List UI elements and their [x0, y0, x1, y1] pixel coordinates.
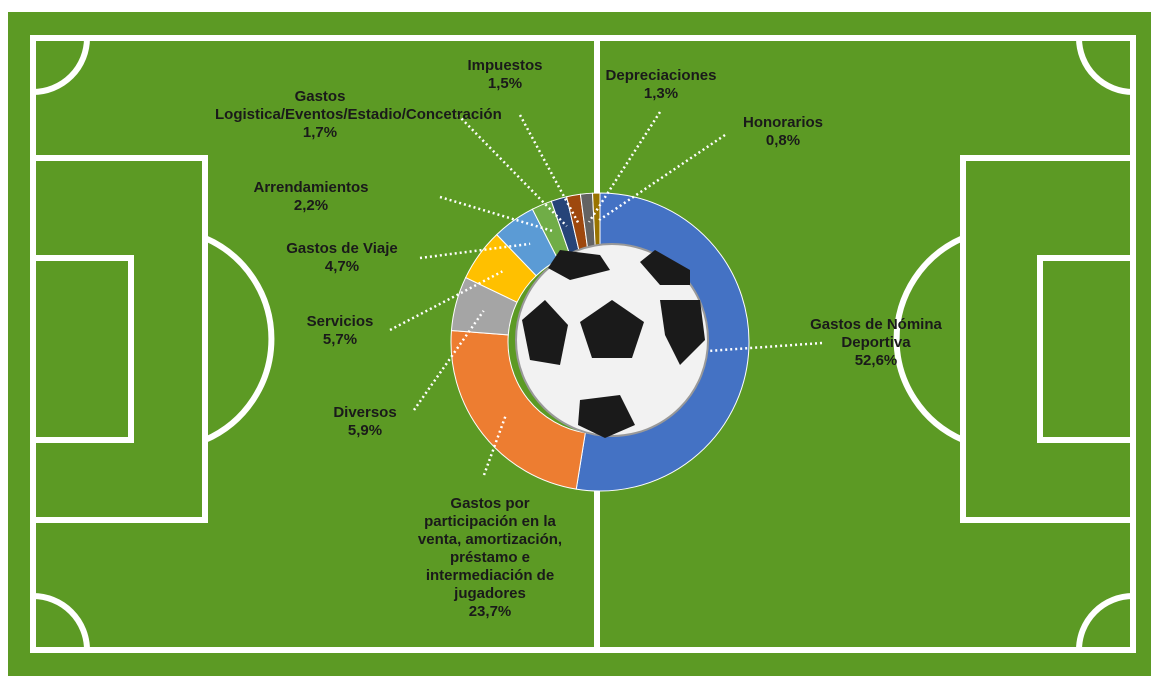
- leader-line: [518, 114, 580, 225]
- field: [8, 12, 1151, 676]
- data-label: Gastos Logistica/Eventos/Estadio/Concetr…: [215, 88, 502, 142]
- leader-line: [710, 341, 823, 353]
- data-label: Gastos por participación en la venta, am…: [408, 495, 573, 621]
- data-label: Arrendamientos 2,2%: [231, 179, 391, 215]
- value-label: 1,7%: [302, 124, 338, 141]
- value-label: 4,7%: [324, 258, 360, 275]
- category-label: Honorarios: [742, 114, 823, 131]
- leader-line: [587, 111, 662, 223]
- value-label: 5,7%: [322, 331, 358, 348]
- category-label: Gastos por participación en la venta, am…: [417, 495, 563, 602]
- value-label: 23,7%: [468, 603, 512, 620]
- leader-line: [457, 114, 568, 228]
- leader-line: [596, 133, 726, 223]
- category-label: Gastos de Nómina Deportiva: [810, 316, 942, 351]
- data-label: Gastos de Viaje 4,7%: [262, 240, 422, 276]
- category-label: Gastos de Viaje: [286, 240, 398, 257]
- value-label: 1,5%: [487, 75, 523, 92]
- leader-line: [389, 270, 503, 332]
- category-label: Gastos Logistica/Eventos/Estadio/Concetr…: [215, 88, 502, 123]
- category-label: Impuestos: [467, 57, 543, 74]
- data-label: Servicios 5,7%: [260, 313, 420, 349]
- data-label: Impuestos 1,5%: [425, 57, 585, 93]
- data-label: Depreciaciones 1,3%: [581, 67, 741, 103]
- ball: [515, 243, 709, 438]
- donut: [450, 192, 750, 492]
- leader-line: [412, 310, 485, 411]
- category-label: Arrendamientos: [253, 179, 369, 196]
- data-label: Honorarios 0,8%: [703, 114, 863, 150]
- leaders: [389, 111, 823, 476]
- data-label: Diversos 5,9%: [285, 404, 445, 440]
- value-label: 1,3%: [643, 85, 679, 102]
- value-label: 0,8%: [765, 132, 801, 149]
- category-label: Diversos: [333, 404, 397, 421]
- leader-line: [482, 416, 507, 476]
- leader-line: [419, 242, 531, 260]
- value-label: 52,6%: [854, 352, 898, 369]
- category-label: Servicios: [306, 313, 374, 330]
- value-label: 2,2%: [293, 197, 329, 214]
- data-label: Gastos de Nómina Deportiva 52,6%: [791, 316, 961, 370]
- category-label: Depreciaciones: [605, 67, 717, 84]
- value-label: 5,9%: [347, 422, 383, 439]
